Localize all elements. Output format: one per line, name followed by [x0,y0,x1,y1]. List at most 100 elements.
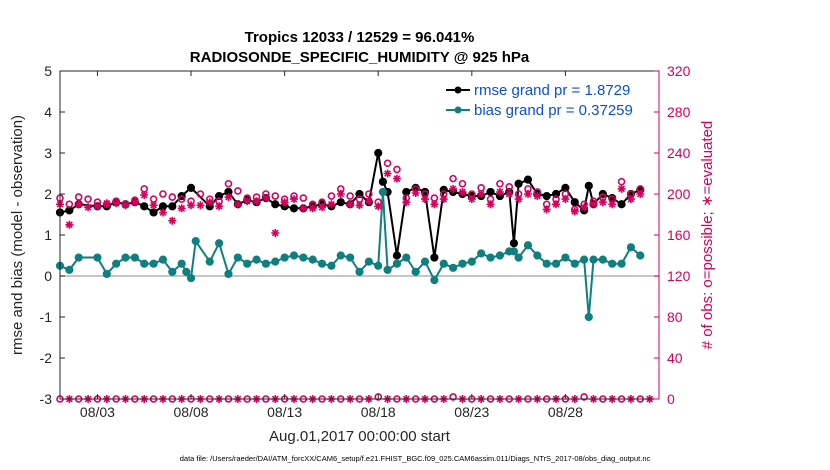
rmse-point [378,177,387,186]
bias-point [584,312,593,322]
bias-point [130,253,139,262]
legend-bias-label: bias grand pr = 0.37259 [474,102,633,119]
obs-evaluated-marker [608,200,617,209]
obs-possible-marker [177,195,186,203]
obs-evaluated-marker [552,200,560,209]
bias-point [224,269,233,279]
obs-evaluated-marker [65,220,74,229]
series-group [55,148,654,403]
x-tick-label: 08/08 [174,404,209,420]
y-tick-label: -2 [40,350,53,366]
obs-possible-marker [449,174,457,183]
obs-possible-marker [617,177,626,186]
bias-point [598,255,607,264]
obs-possible-marker [234,187,242,195]
obs-evaluated-marker [392,174,401,183]
bias-point [74,253,83,262]
obs-evaluated-marker [159,208,167,217]
bias-point [191,237,200,246]
obs-evaluated-marker [93,202,102,211]
data-file-footnote: data file: /Users/raeder/DAI/ATM_forcXX/… [180,454,651,463]
rmse-line [59,152,641,259]
obs-evaluated-marker [121,201,130,210]
bias-point [102,269,111,279]
obs-evaluated-marker [336,190,345,198]
obs-evaluated-marker [524,190,532,198]
obs-evaluated-marker [505,190,514,198]
rmse-point [570,198,579,207]
bias-point [477,249,486,258]
obs-possible-marker [383,159,392,168]
obs-evaluated-marker [308,204,317,213]
bias-point [317,259,327,268]
obs-evaluated-marker [149,201,158,210]
bias-point [65,265,74,274]
bias-point [243,259,252,268]
y-tick-label: 1 [44,227,52,243]
obs-evaluated-marker [561,195,570,204]
x-tick-label: 08/28 [548,404,583,420]
legend-bias-marker [454,106,462,114]
obs-evaluated-marker [280,198,289,207]
rmse-point [523,175,533,184]
rmse-point [584,181,593,190]
obs-evaluated-marker [74,200,83,209]
bias-point [430,276,439,285]
rmse-point [168,202,177,211]
obs-evaluated-marker [411,189,420,197]
bias-point [608,259,617,268]
x-tick-label: 08/03 [80,404,115,420]
obs-evaluated-marker [84,203,93,212]
obs-possible-marker [580,393,588,401]
obs-evaluated-marker [458,188,467,196]
obs-evaluated-marker [130,198,139,207]
bias-point [140,259,149,268]
obs-evaluated-marker [477,190,486,198]
bias-point [561,253,570,262]
obs-evaluated-marker [495,188,504,196]
obs-evaluated-marker [542,205,551,214]
legend-rmse-label: rmse grand pr = 1.8729 [474,82,630,99]
bias-point [364,257,373,266]
bias-point [205,257,214,266]
rmse-point [617,200,626,209]
bias-point [411,267,420,276]
bias-point [551,259,561,268]
rmse-point [392,251,402,260]
y2-tick-label: 80 [667,309,683,325]
rmse-point [542,191,551,201]
rmse-point [430,253,439,262]
y-axis-label: rmse and bias (model - observation) [9,115,26,355]
obs-possible-marker [365,190,373,198]
bias-point [186,273,196,283]
bias-point [346,253,355,262]
bias-point [355,267,364,276]
obs-possible-marker [224,179,233,188]
bias-point [289,251,299,260]
y-tick-label: -1 [40,309,53,325]
bias-point [374,261,383,270]
bias-point [327,261,336,270]
obs-possible-marker [159,190,167,198]
y-tick-label: 2 [44,186,52,202]
obs-evaluated-marker [355,201,364,210]
obs-evaluated-marker [449,184,458,193]
obs-possible-marker [374,393,383,401]
bias-point [509,247,519,256]
obs-possible-marker [271,192,280,200]
bias-point [392,259,402,268]
bias-point [336,251,345,260]
obs-evaluated-marker [177,204,186,213]
obs-evaluated-marker [299,204,308,213]
bias-point [149,259,158,268]
y2-tick-label: 320 [667,63,691,79]
y2-tick-label: 120 [667,268,691,284]
bias-point [252,255,261,264]
bias-point [467,257,476,266]
bias-point [93,253,102,262]
obs-evaluated-marker [486,200,495,209]
obs-evaluated-marker [196,201,205,210]
y-tick-label: 5 [44,63,52,79]
rmse-point [509,239,519,248]
